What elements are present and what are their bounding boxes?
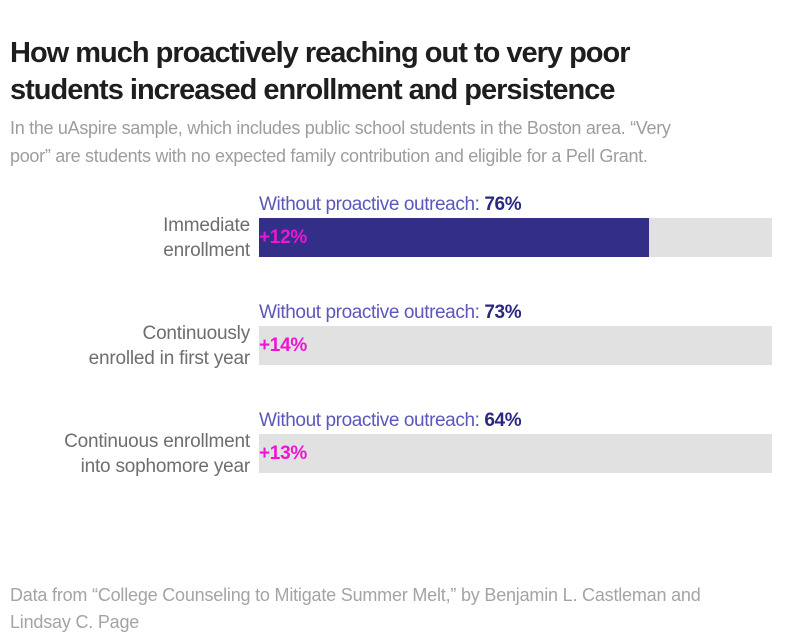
page-subtitle: In the uAspire sample, which includes pu… (10, 118, 671, 166)
page-title: How much proactively reaching out to ver… (10, 37, 631, 107)
annotation-prefix: Without proactive outreach: (259, 194, 485, 215)
annotation-value: 73% (484, 302, 522, 323)
category-label: Continuously enrolled in first year (88, 322, 251, 369)
increase-value-label: +12% (259, 226, 307, 248)
baseline-bar (259, 218, 649, 257)
annotation-value: 64% (484, 410, 522, 431)
increase-value-label: +13% (259, 442, 307, 464)
annotation-prefix: Without proactive outreach: (259, 410, 485, 431)
bar-track: Without proactive outreach: 76% +12% (259, 194, 772, 257)
category-label: Immediate enrollment (163, 214, 250, 261)
bar-track: Without proactive outreach: 73% +14% (259, 302, 772, 365)
bar-annotation: Without proactive outreach: 76% (259, 194, 522, 216)
annotation-value: 76% (484, 194, 522, 215)
bar-track: Without proactive outreach: 64% +13% (259, 410, 772, 473)
category-label: Continuous enrollment into sophomore yea… (64, 430, 250, 477)
chart-row-continuous-enrollment-sophomore-year: Continuous enrollment into sophomore yea… (0, 410, 772, 477)
chart-row-immediate-enrollment: Immediate enrollment Without proactive o… (0, 194, 772, 261)
bar-annotation: Without proactive outreach: 73% (259, 302, 522, 324)
source-attribution: Data from “College Counseling to Mitigat… (10, 585, 701, 632)
annotation-prefix: Without proactive outreach: (259, 302, 485, 323)
increase-value-label: +14% (259, 334, 307, 356)
bar-annotation: Without proactive outreach: 64% (259, 410, 522, 432)
chart-row-continuously-enrolled-first-year: Continuously enrolled in first year With… (0, 302, 772, 369)
